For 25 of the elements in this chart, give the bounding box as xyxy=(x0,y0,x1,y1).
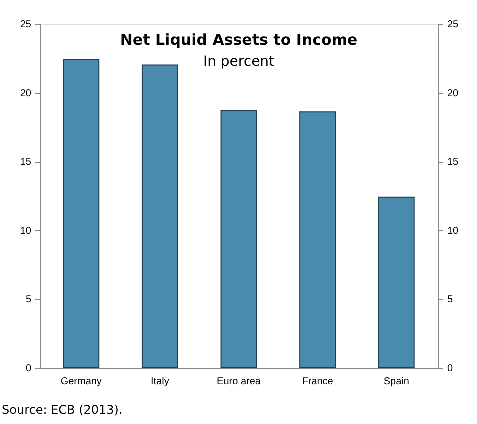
y-tick-label: 10 xyxy=(20,226,32,237)
bar xyxy=(378,196,415,368)
y2-tick-label: 10 xyxy=(448,226,460,237)
y2-tick-label: 25 xyxy=(448,20,460,30)
bar xyxy=(142,64,178,368)
bar xyxy=(300,112,336,368)
y2-tick-label: 0 xyxy=(448,364,454,374)
y2-tick-label: 20 xyxy=(448,88,460,100)
text: Net Liquid Assets to Income xyxy=(120,31,358,49)
y-tick-label: 0 xyxy=(26,364,32,374)
x-tick-label: Italy xyxy=(151,376,170,388)
y-tick-label: 5 xyxy=(26,294,32,306)
bar xyxy=(220,110,258,368)
y-tick-label: 25 xyxy=(20,20,32,30)
y2-tick-label: 15 xyxy=(448,157,460,168)
y2-tick-label: 5 xyxy=(448,294,454,306)
text: In percent xyxy=(203,54,276,70)
source-note: Source: ECB (2013). xyxy=(2,403,123,417)
y-tick-label: 20 xyxy=(20,88,32,100)
x-tick-label: Germany xyxy=(60,376,102,388)
x-tick-label: Spain xyxy=(384,376,410,388)
bar xyxy=(63,59,100,368)
x-tick-label: Euro area xyxy=(217,376,262,388)
x-tick-label: France xyxy=(302,376,334,388)
y-tick-label: 15 xyxy=(20,157,32,168)
